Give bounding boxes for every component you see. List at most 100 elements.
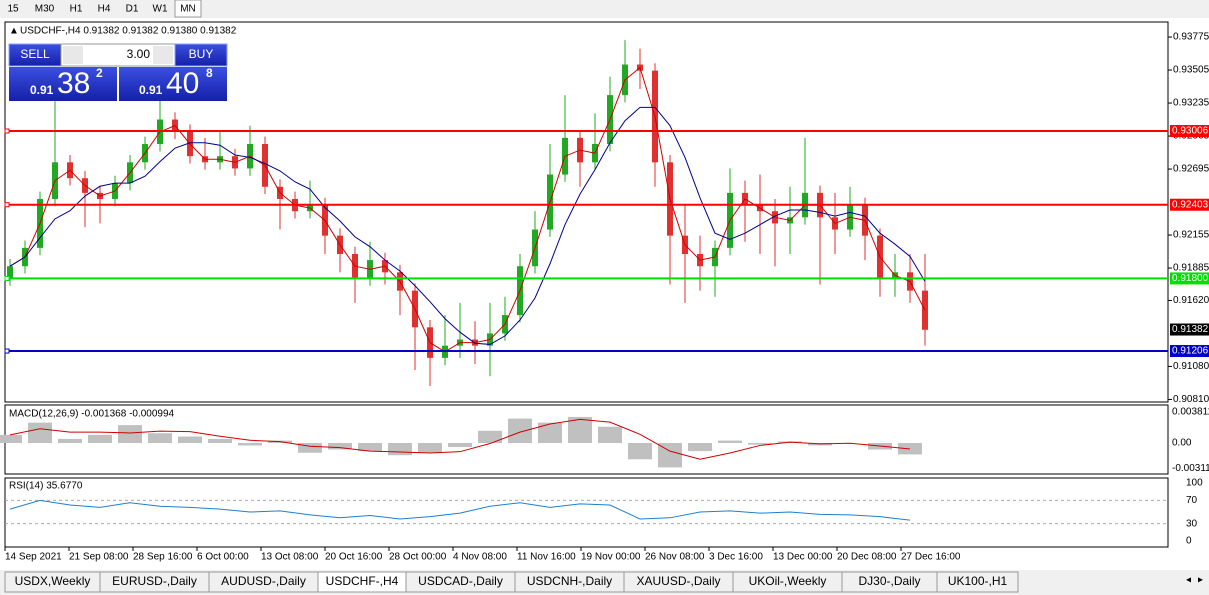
moving-average xyxy=(9,106,926,345)
macd-bar xyxy=(238,442,262,446)
tab-label: USDCHF-,H4 xyxy=(326,574,399,588)
level-marker xyxy=(4,202,10,208)
rsi-tick-label: 0 xyxy=(1186,536,1192,547)
macd-bar xyxy=(88,434,112,443)
macd-bar xyxy=(148,433,172,443)
macd-bar xyxy=(478,430,502,443)
level-label: 0.91800 xyxy=(1172,273,1209,284)
timeframe[interactable]: MN xyxy=(180,4,196,15)
macd-bar xyxy=(688,442,712,452)
level-box xyxy=(1170,198,1209,211)
x-tick-label: 21 Sep 08:00 xyxy=(69,552,129,563)
ask-small: 8 xyxy=(206,66,213,80)
tab[interactable] xyxy=(936,571,1019,593)
macd-bar xyxy=(718,440,742,443)
level-label: 0.92403 xyxy=(1172,199,1209,210)
ask-prefix: 0.91 xyxy=(139,83,163,97)
volume-down[interactable] xyxy=(63,46,83,64)
rsi-line xyxy=(9,499,911,521)
macd-bar xyxy=(178,436,202,443)
macd-bar xyxy=(298,442,322,453)
level-marker xyxy=(4,128,10,134)
x-tick-label: 27 Dec 16:00 xyxy=(901,552,961,563)
macd-bar xyxy=(388,442,412,456)
timeframe-active xyxy=(174,0,202,18)
scroll-left[interactable]: ◂ xyxy=(1186,575,1191,586)
rsi-tick-label: 30 xyxy=(1186,518,1198,529)
macd-bar xyxy=(58,438,82,443)
volume-up[interactable] xyxy=(153,46,173,64)
x-tick-label: 19 Nov 00:00 xyxy=(581,552,641,563)
macd-bar xyxy=(118,425,142,443)
macd-bar xyxy=(28,422,52,443)
macd-tick-label: 0.003811 xyxy=(1172,407,1209,418)
header-arrow: ▲ xyxy=(9,26,19,37)
y-tick-label: 0.93235 xyxy=(1173,98,1209,109)
bid-prefix: 0.91 xyxy=(30,83,54,97)
x-tick-label: 20 Oct 16:00 xyxy=(325,552,383,563)
timeframe[interactable]: D1 xyxy=(126,4,139,15)
y-tick-label: 0.93505 xyxy=(1173,65,1209,76)
y-tick-label: 0.92695 xyxy=(1173,164,1209,175)
sell-label: SELL xyxy=(20,47,50,61)
bid-box[interactable] xyxy=(9,67,117,101)
symbol-info: USDCHF-,H4 0.91382 0.91382 0.91380 0.913… xyxy=(20,26,237,37)
scroll-right[interactable]: ▸ xyxy=(1198,575,1203,586)
level-box xyxy=(1170,345,1209,358)
toolbar xyxy=(0,0,1209,18)
macd-bar xyxy=(508,418,532,443)
timeframe[interactable]: H4 xyxy=(98,4,111,15)
level-marker xyxy=(4,275,10,281)
current-price-box xyxy=(1170,323,1209,336)
macd-bar xyxy=(358,442,382,452)
x-tick-label: 13 Dec 00:00 xyxy=(773,552,833,563)
rsi-panel xyxy=(4,477,1169,548)
candle-body xyxy=(7,266,13,279)
buy-label: BUY xyxy=(189,47,214,61)
y-tick-label: 0.90810 xyxy=(1173,394,1209,405)
tab-label: USDX,Weekly xyxy=(15,574,91,588)
timeframe[interactable]: 15 xyxy=(7,4,19,15)
level-label: 0.93006 xyxy=(1172,126,1209,137)
trade-panel: SELL 3.00 BUY 0.91 38 2 0.91 40 8 xyxy=(8,43,228,101)
volume: 3.00 xyxy=(127,47,151,61)
bid-big: 38 xyxy=(57,67,90,100)
y-tick-label: 0.93775 xyxy=(1173,32,1209,43)
rsi-tick-label: 100 xyxy=(1186,478,1203,489)
ask-box[interactable] xyxy=(119,67,227,101)
x-tick-label: 3 Dec 16:00 xyxy=(709,552,763,563)
rsi-label: RSI(14) 35.6770 xyxy=(9,481,83,492)
tab-label: UKOil-,Weekly xyxy=(749,574,827,588)
timeframe[interactable]: W1 xyxy=(153,4,168,15)
macd-bar xyxy=(328,442,352,450)
tab-label: EURUSD-,Daily xyxy=(112,574,197,588)
tab-label: USDCAD-,Daily xyxy=(418,574,503,588)
ask-big: 40 xyxy=(166,67,199,100)
buy-button[interactable] xyxy=(174,43,228,67)
y-tick-label: 0.91620 xyxy=(1173,295,1209,306)
macd-bar xyxy=(448,442,472,448)
macd-bar xyxy=(208,438,232,443)
bid-small: 2 xyxy=(96,66,103,80)
tab-label: USDCNH-,Daily xyxy=(527,574,612,588)
x-tick-label: 28 Sep 16:00 xyxy=(133,552,193,563)
x-tick-label: 13 Oct 08:00 xyxy=(261,552,319,563)
level-box xyxy=(1170,272,1209,285)
level-box xyxy=(1170,125,1209,138)
level-label: 0.91206 xyxy=(1172,346,1209,357)
macd-bar xyxy=(628,442,652,460)
timeframe[interactable]: H1 xyxy=(70,4,83,15)
rsi-tick-label: 70 xyxy=(1186,495,1198,506)
x-tick-label: 20 Dec 08:00 xyxy=(837,552,897,563)
y-tick-label: 0.91885 xyxy=(1173,263,1209,274)
macd-bar xyxy=(598,426,622,443)
macd-bar xyxy=(568,416,592,443)
tab-label: DJ30-,Daily xyxy=(858,574,920,588)
x-tick-label: 6 Oct 00:00 xyxy=(197,552,249,563)
x-tick-label: 11 Nov 16:00 xyxy=(517,552,576,563)
x-tick-label: 4 Nov 08:00 xyxy=(453,552,507,563)
macd-bar xyxy=(418,442,442,453)
timeframe[interactable]: M30 xyxy=(35,4,55,15)
tab-label: XAUUSD-,Daily xyxy=(636,574,720,588)
